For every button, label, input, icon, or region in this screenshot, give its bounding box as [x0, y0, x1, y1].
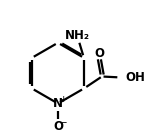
Text: OH: OH — [126, 71, 145, 84]
Text: O: O — [53, 120, 63, 133]
Text: +: + — [59, 95, 67, 104]
Text: O: O — [94, 47, 104, 60]
Text: −: − — [59, 118, 68, 128]
Text: N: N — [53, 97, 63, 110]
Text: NH₂: NH₂ — [65, 29, 90, 42]
